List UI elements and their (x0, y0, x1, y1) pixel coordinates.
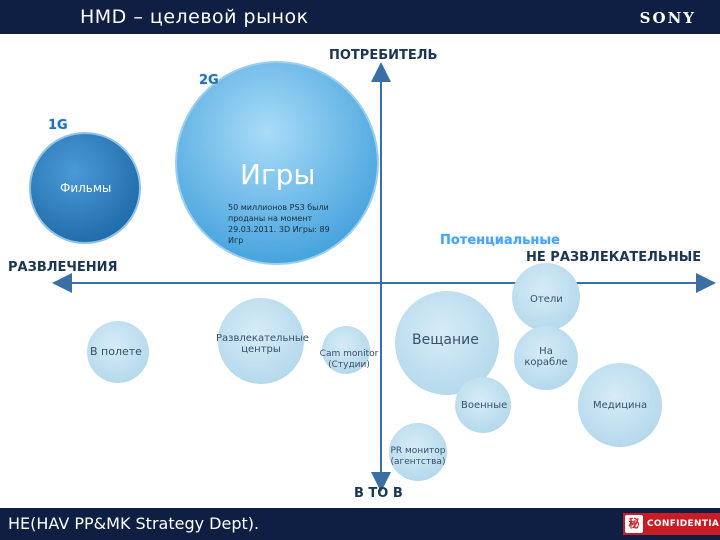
label-2g: 2G (199, 73, 219, 88)
bubble-broadcast-label: Вещание (412, 332, 479, 348)
confidential-badge: 秘 CONFIDENTIAL (623, 513, 720, 535)
bubble-medicine-label: Медицина (593, 400, 648, 411)
bubble-field-label: В полете (90, 345, 142, 358)
sony-logo: SONY (639, 9, 696, 27)
bubble-films (29, 132, 141, 244)
axis-label-entertainment: РАЗВЛЕЧЕНИЯ (8, 260, 118, 275)
label-potential: Потенциальные (440, 233, 560, 248)
bubble-pr-monitor-label: PR монитор (агентства) (390, 446, 446, 467)
confidential-label: CONFIDENTIAL (647, 519, 720, 529)
header-bar: HMD – целевой рынок SONY (0, 0, 720, 34)
page-title: HMD – целевой рынок (80, 6, 309, 28)
bubble-cam-monitor-label: Cam monitor (Студии) (319, 349, 379, 370)
label-1g: 1G (48, 118, 68, 133)
bubble-military-label: Военные (461, 400, 508, 411)
bubble-entertainment-label: Развлекательные центры (216, 333, 309, 355)
axis-label-consumer: ПОТРЕБИТЕЛЬ (329, 48, 438, 63)
footer-department: HE(HAV PP&MK Strategy Dept). (8, 514, 260, 533)
bubble-games (175, 61, 379, 265)
bubble-cam-monitor (322, 326, 370, 374)
bubble-onboard (514, 326, 578, 390)
bubble-games-note: 50 миллионов PS3 были проданы на момент … (228, 203, 330, 245)
axis-label-non-entertainment: НЕ РАЗВЛЕКАТЕЛЬНЫЕ (526, 250, 702, 265)
bubble-medicine (578, 363, 662, 447)
footer-bar: HE(HAV PP&MK Strategy Dept). (0, 508, 720, 540)
bubble-entertainment (218, 298, 304, 384)
bubble-hotels (512, 263, 580, 331)
bubble-onboard-label: На корабле (524, 346, 568, 368)
axis-label-btob: В ТО В (354, 486, 403, 501)
bubble-films-label: Фильмы (60, 181, 112, 195)
bubble-pr-monitor (389, 423, 447, 481)
bubble-military (455, 377, 511, 433)
confidential-mark-icon: 秘 (625, 515, 643, 533)
bubble-hotels-label: Отели (530, 294, 563, 305)
bubble-broadcast (395, 291, 499, 395)
bubble-games-label: Игры (240, 158, 316, 191)
bubble-field (87, 321, 149, 383)
